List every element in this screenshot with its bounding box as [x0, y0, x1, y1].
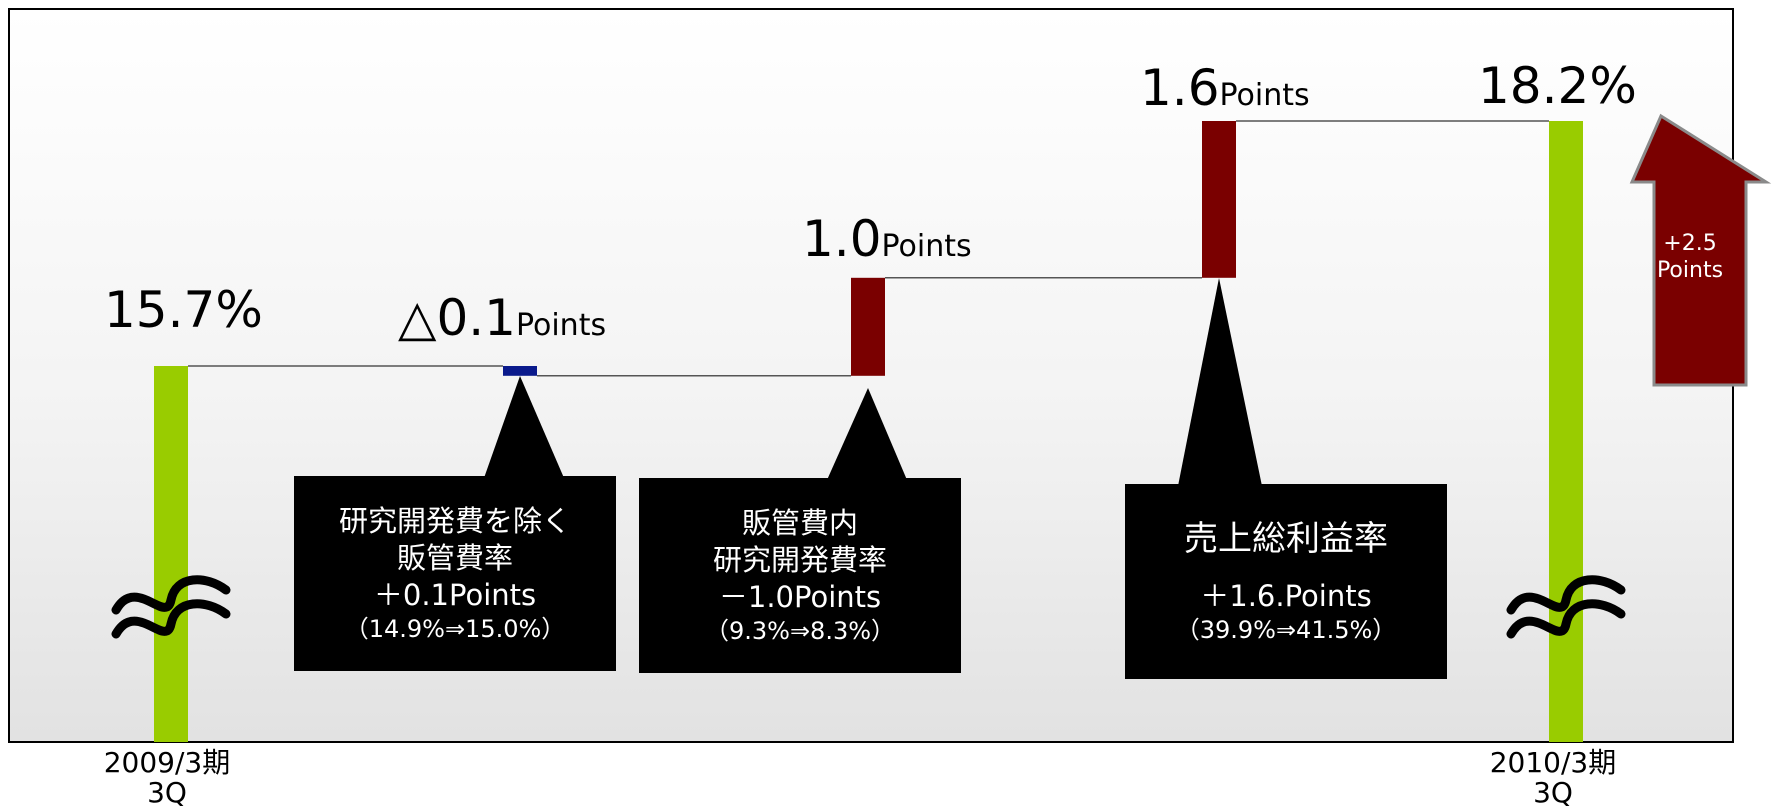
- axis-break-icon: [1506, 575, 1626, 639]
- gross-delta-label: 1.6Points: [1140, 59, 1310, 117]
- callout-pointer-rd: [827, 388, 907, 480]
- sga-delta-label: △0.1Points: [398, 289, 607, 347]
- callout-sga-ex-rd: 研究開発費を除く 販管費率 ＋0.1Points （14.9%⇒15.0%）: [294, 476, 616, 671]
- end-value-label: 18.2%: [1478, 57, 1637, 115]
- callout-pointer-gross: [1178, 278, 1262, 486]
- total-change-label: +2.5 Points: [1656, 231, 1724, 283]
- callout-gross-margin: 売上総利益率 ＋1.6.Points （39.9%⇒41.5%）: [1125, 484, 1447, 679]
- bar-gross: [1202, 121, 1236, 278]
- end-period-label: 2010/3期 3Q: [1489, 746, 1617, 809]
- axis-break-icon: [111, 575, 231, 639]
- bar-sga_ex_rd: [503, 366, 537, 376]
- bar-start: [154, 366, 188, 742]
- start-period-label: 2009/3期 3Q: [103, 746, 231, 809]
- up-arrow-icon: [1629, 113, 1772, 387]
- callout-pointer-sga: [484, 376, 564, 478]
- rd-delta-label: 1.0Points: [802, 210, 972, 268]
- start-value-label: 15.7%: [104, 281, 263, 339]
- bar-end: [1549, 121, 1583, 742]
- bar-rd: [851, 277, 885, 376]
- callout-rd: 販管費内 研究開発費率 －1.0Points （9.3%⇒8.3%）: [639, 478, 961, 673]
